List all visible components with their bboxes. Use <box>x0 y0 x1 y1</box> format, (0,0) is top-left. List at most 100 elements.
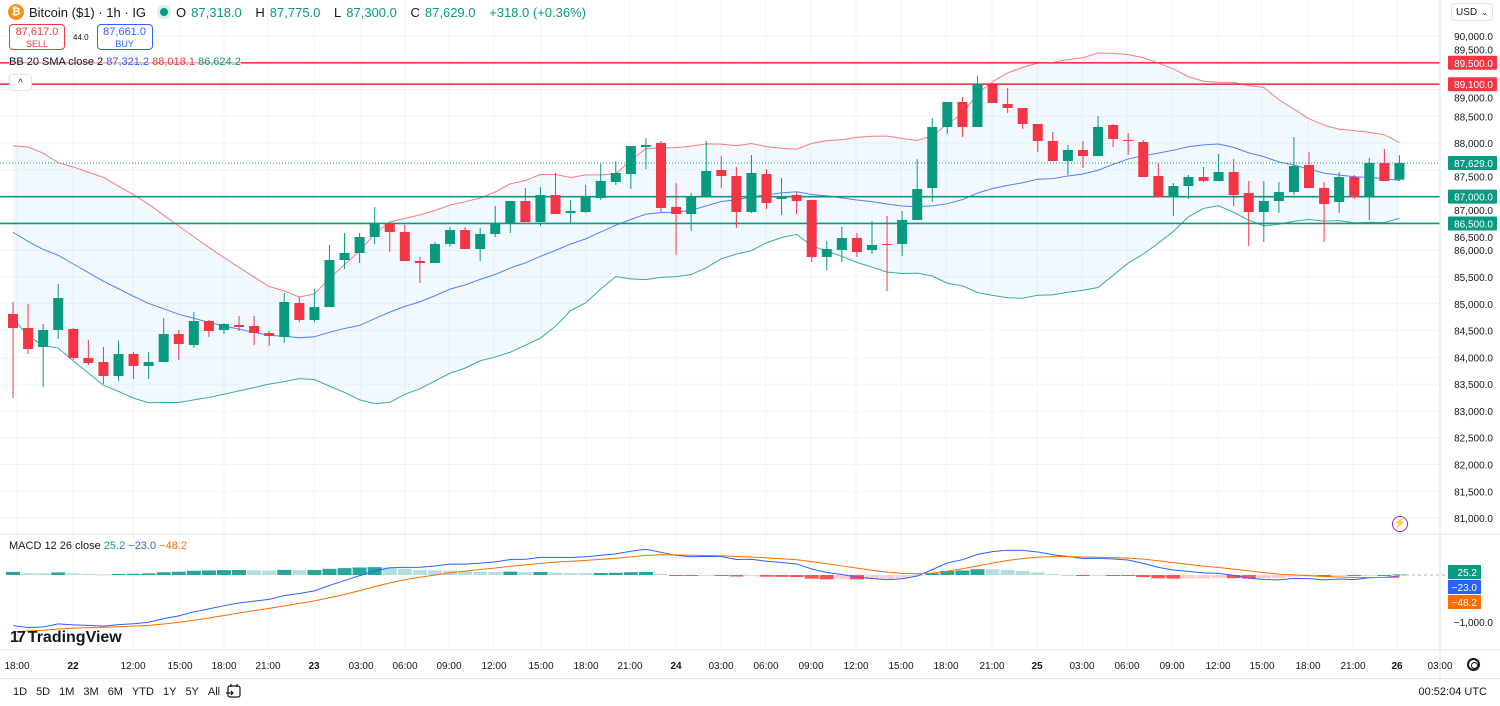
time-tick-label: 06:00 <box>392 661 417 672</box>
candle <box>414 256 425 284</box>
macd-histogram-bar <box>759 575 774 577</box>
sell-button[interactable]: 87,617.0 SELL <box>9 24 65 50</box>
range-ytd[interactable]: YTD <box>131 686 154 698</box>
macd-histogram-bar <box>1377 574 1392 576</box>
macd-histogram-bar <box>1241 575 1256 579</box>
collapse-legend-button[interactable]: ^ <box>9 74 32 91</box>
candle-body <box>384 223 395 232</box>
candle <box>23 304 34 354</box>
macd-histogram-bar <box>955 570 970 575</box>
candle-body <box>354 237 365 254</box>
tradingview-logo[interactable]: 17 TradingView <box>10 629 122 646</box>
macd-histogram-bar <box>1181 575 1196 579</box>
candle <box>294 296 305 323</box>
macd-histogram-bar <box>397 568 412 575</box>
time-tick-label: 12:00 <box>843 661 868 672</box>
macd-histogram-bar <box>66 573 81 575</box>
candle-body <box>324 259 335 308</box>
time-tick-label: 03:00 <box>348 661 373 672</box>
candle-body <box>535 195 546 223</box>
candle-body <box>610 173 621 183</box>
macd-histogram-bar <box>382 567 397 575</box>
candle <box>1198 167 1209 183</box>
macd-histogram-bar <box>864 575 879 580</box>
range-1d[interactable]: 1D <box>13 686 28 698</box>
candle <box>309 289 320 323</box>
candle <box>1258 180 1269 242</box>
level-label: 87,000.0 <box>1454 193 1493 204</box>
candle-body <box>1364 162 1375 198</box>
macd-histogram-bar <box>1151 575 1166 579</box>
candle <box>445 226 456 247</box>
bollinger-legend[interactable]: BB 20 SMA close 2 87,321.2 88,018.1 86,6… <box>9 56 241 68</box>
macd-histogram-bar <box>1392 574 1407 576</box>
level-label: 86,500.0 <box>1454 219 1493 230</box>
range-5d[interactable]: 5D <box>36 686 51 698</box>
macd-histogram-bar <box>518 572 533 575</box>
level-badge <box>1448 189 1497 204</box>
range-1y[interactable]: 1Y <box>162 686 177 698</box>
candle <box>972 76 983 127</box>
candle <box>369 207 380 244</box>
macd-histogram-bar <box>834 575 849 580</box>
candle-body <box>188 320 199 345</box>
buy-button[interactable]: 87,661.0 BUY <box>96 24 153 50</box>
range-6m[interactable]: 6M <box>107 686 123 698</box>
time-tick-label: 03:00 <box>708 661 733 672</box>
macd-histogram-bar <box>126 573 141 575</box>
clock[interactable]: 00:52:04 UTC <box>1418 686 1487 698</box>
last-price-label: 87,629.0 <box>1454 159 1493 170</box>
candle <box>98 346 109 384</box>
candle <box>565 200 576 223</box>
lightning-icon[interactable]: ⚡ <box>1392 516 1408 532</box>
candle <box>1304 152 1315 189</box>
level-badge <box>1448 77 1497 92</box>
price-tick-label: 81,500.0 <box>1454 487 1493 498</box>
macd-legend[interactable]: MACD 12 26 close 25.2 −23.0 −48.2 <box>9 540 188 552</box>
macd-histogram-bar <box>1256 575 1271 579</box>
candle <box>339 232 350 269</box>
range-5y[interactable]: 5Y <box>185 686 199 698</box>
macd-histogram-bar <box>819 575 834 580</box>
candle-body <box>1319 188 1330 205</box>
macd-histogram-bar <box>1030 572 1045 575</box>
candle <box>927 118 938 202</box>
candle <box>550 173 561 214</box>
macd-histogram-bar <box>1317 575 1332 577</box>
calendar-goto-icon[interactable] <box>226 683 242 699</box>
price-tick-label: 86,500.0 <box>1454 233 1493 244</box>
candle <box>1138 140 1149 178</box>
gear-icon[interactable] <box>1467 658 1480 671</box>
time-tick-label: 15:00 <box>1249 661 1274 672</box>
macd-axis-label: −23.0 <box>1452 583 1478 594</box>
candle-body <box>716 170 727 177</box>
candle-body <box>550 195 561 214</box>
candle-body <box>656 143 667 208</box>
candle-body <box>731 176 742 212</box>
candle <box>656 140 667 212</box>
candle-body <box>1273 192 1284 202</box>
time-tick-label: 06:00 <box>1114 661 1139 672</box>
range-1m[interactable]: 1M <box>59 686 75 698</box>
candle <box>776 177 787 215</box>
macd-histogram-bar <box>1060 574 1075 576</box>
candle <box>1017 107 1028 129</box>
range-3m[interactable]: 3M <box>83 686 99 698</box>
price-tick-label: 83,500.0 <box>1454 380 1493 391</box>
price-change: +318.0 (+0.36%) <box>489 4 586 20</box>
candle <box>38 323 49 387</box>
macd-axis-label: −48.2 <box>1452 598 1478 609</box>
macd-axis-badge <box>1448 565 1481 579</box>
range-all[interactable]: All <box>207 686 221 698</box>
currency-select[interactable]: USD ⌄ <box>1451 3 1493 21</box>
candle <box>429 241 440 263</box>
tradingview-logo-icon: 17 <box>10 629 26 646</box>
candle <box>987 83 998 104</box>
trade-buttons: 87,617.0 SELL 44.0 87,661.0 BUY <box>9 24 153 50</box>
candle <box>1379 149 1390 181</box>
symbol-title[interactable]: Bitcoin ($1) · 1h · IG <box>29 4 147 20</box>
candle <box>866 220 877 254</box>
chevron-down-icon: ⌄ <box>1481 8 1488 17</box>
candle-body <box>339 253 350 260</box>
